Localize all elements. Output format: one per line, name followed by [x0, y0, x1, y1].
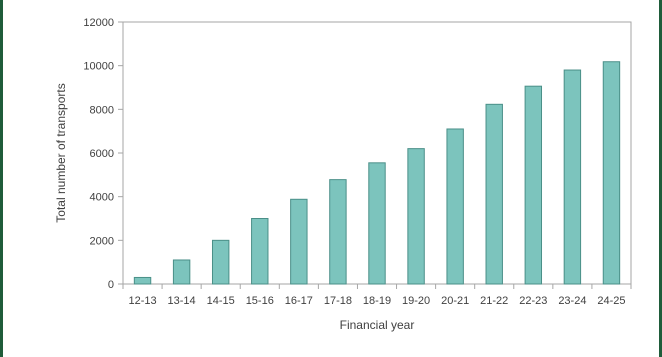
x-tick-label: 20-21 — [441, 295, 469, 307]
y-tick-label: 0 — [108, 279, 114, 291]
bar-12-13 — [134, 277, 150, 284]
bar-24-25 — [603, 62, 619, 284]
y-axis: 0 2000 4000 6000 8000 10000 12000 — [83, 17, 123, 291]
bar-13-14 — [173, 260, 189, 284]
bar-20-21 — [447, 129, 463, 284]
x-tick-label: 17-18 — [324, 295, 352, 307]
y-tick-label: 2000 — [90, 235, 114, 247]
x-axis: 12-13 13-14 14-15 15-16 16-17 17-18 18-19 19-20… — [123, 284, 631, 307]
x-tick-label: 18-19 — [363, 295, 391, 307]
bar-19-20 — [408, 149, 424, 284]
x-axis-title: Financial year — [340, 318, 415, 332]
bar-23-24 — [564, 70, 580, 284]
x-tick-label: 22-23 — [519, 295, 547, 307]
bar-15-16 — [252, 219, 268, 285]
bar-16-17 — [291, 199, 307, 284]
bar-17-18 — [330, 180, 346, 284]
x-tick-label: 16-17 — [285, 295, 313, 307]
bar-chart: 0 2000 4000 6000 8000 10000 12000 12-13 13-14 14… — [3, 0, 662, 357]
bar-series — [134, 62, 619, 284]
x-tick-label: 19-20 — [402, 295, 430, 307]
y-tick-label: 8000 — [90, 104, 114, 116]
bar-21-22 — [486, 104, 502, 284]
y-axis-title: Total number of transports — [54, 83, 68, 222]
x-tick-label: 23-24 — [558, 295, 586, 307]
bar-22-23 — [525, 86, 541, 284]
x-tick-label: 14-15 — [207, 295, 235, 307]
y-tick-label: 4000 — [90, 192, 114, 204]
x-tick-label: 13-14 — [168, 295, 196, 307]
y-tick-label: 10000 — [83, 61, 114, 73]
bar-14-15 — [212, 240, 228, 284]
x-tick-label: 12-13 — [128, 295, 156, 307]
x-tick-label: 21-22 — [480, 295, 508, 307]
bar-18-19 — [369, 163, 385, 284]
y-tick-label: 12000 — [83, 17, 114, 29]
y-tick-label: 6000 — [90, 148, 114, 160]
x-tick-label: 15-16 — [246, 295, 274, 307]
x-tick-label: 24-25 — [597, 295, 625, 307]
